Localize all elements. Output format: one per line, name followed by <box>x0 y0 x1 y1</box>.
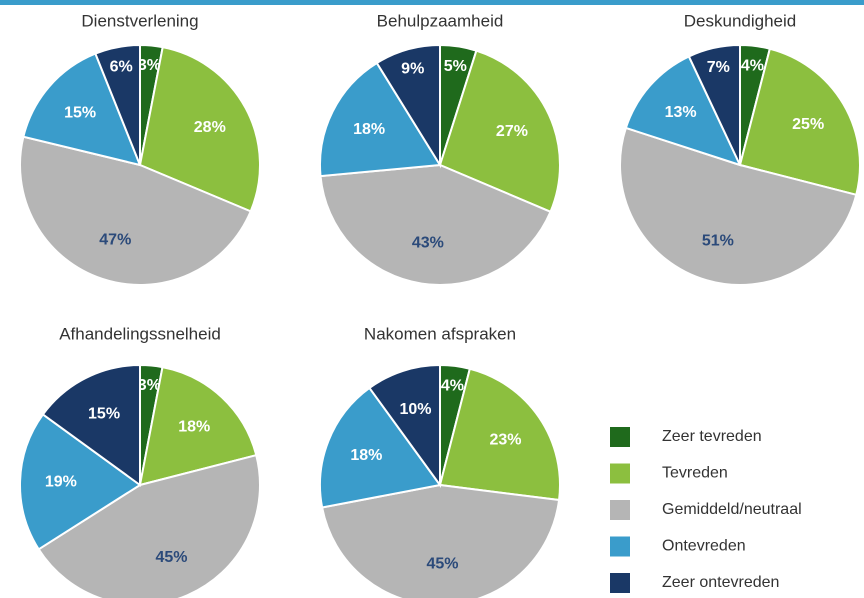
pie-slice <box>438 49 561 214</box>
value-label: 19% <box>45 474 77 491</box>
value-label: 15% <box>88 406 120 423</box>
pie-slice <box>319 163 552 286</box>
value-label: 47% <box>99 231 131 248</box>
chart-title: Dienstverlening <box>81 11 198 30</box>
value-label: 18% <box>350 447 382 464</box>
pie-slice <box>94 43 141 166</box>
pie-slice <box>138 45 261 213</box>
pie-slice <box>619 126 858 286</box>
pie-slice <box>368 363 441 489</box>
pie-slice <box>738 47 861 197</box>
pie-slice <box>375 43 441 169</box>
pie-slice <box>624 55 742 167</box>
chart-title: Deskundigheid <box>684 11 796 30</box>
legend-label: Zeer ontevreden <box>662 574 779 591</box>
value-label: 18% <box>178 418 210 435</box>
legend-swatch <box>610 463 630 484</box>
pie-slice <box>19 413 142 551</box>
legend-label: Zeer tevreden <box>662 428 762 445</box>
pie-slice <box>320 483 561 598</box>
pie-slice <box>37 453 261 598</box>
legend-label: Gemiddeld/neutraal <box>662 501 802 518</box>
value-label: 7% <box>707 59 730 76</box>
value-label: 5% <box>444 58 467 75</box>
chart-title: Afhandelingssnelheid <box>59 324 221 343</box>
legend-label: Tevreden <box>662 465 728 482</box>
pie-slice <box>438 367 561 502</box>
value-label: 3% <box>138 57 161 74</box>
value-label: 18% <box>353 121 385 138</box>
value-label: 45% <box>426 555 458 572</box>
value-label: 15% <box>64 104 96 121</box>
pie-slice <box>319 386 442 509</box>
value-label: 23% <box>489 432 521 449</box>
value-label: 25% <box>792 116 824 133</box>
pie-slice <box>138 365 258 487</box>
value-label: 4% <box>741 57 764 74</box>
pie-slice <box>41 363 141 487</box>
value-label: 28% <box>194 119 226 136</box>
chart-title: Behulpzaamheid <box>377 11 504 30</box>
value-label: 6% <box>110 58 133 75</box>
value-label: 9% <box>401 60 424 77</box>
value-label: 3% <box>138 377 161 394</box>
pie-slice <box>19 135 252 286</box>
pie-slice <box>22 52 142 167</box>
value-label: 27% <box>496 123 528 140</box>
legend-swatch <box>610 500 630 520</box>
chart-title: Nakomen afspraken <box>364 324 516 343</box>
legend-swatch <box>610 536 630 557</box>
legend-label: Ontevreden <box>662 538 746 555</box>
pie-slice <box>319 61 442 178</box>
value-label: 4% <box>441 377 464 394</box>
pie-slice <box>687 43 741 166</box>
value-label: 10% <box>400 401 432 418</box>
top-band <box>0 0 864 5</box>
value-label: 45% <box>155 549 187 566</box>
value-label: 43% <box>412 234 444 251</box>
legend-swatch <box>610 427 630 447</box>
value-label: 51% <box>702 232 734 249</box>
legend-swatch <box>610 573 630 593</box>
value-label: 13% <box>665 104 697 121</box>
